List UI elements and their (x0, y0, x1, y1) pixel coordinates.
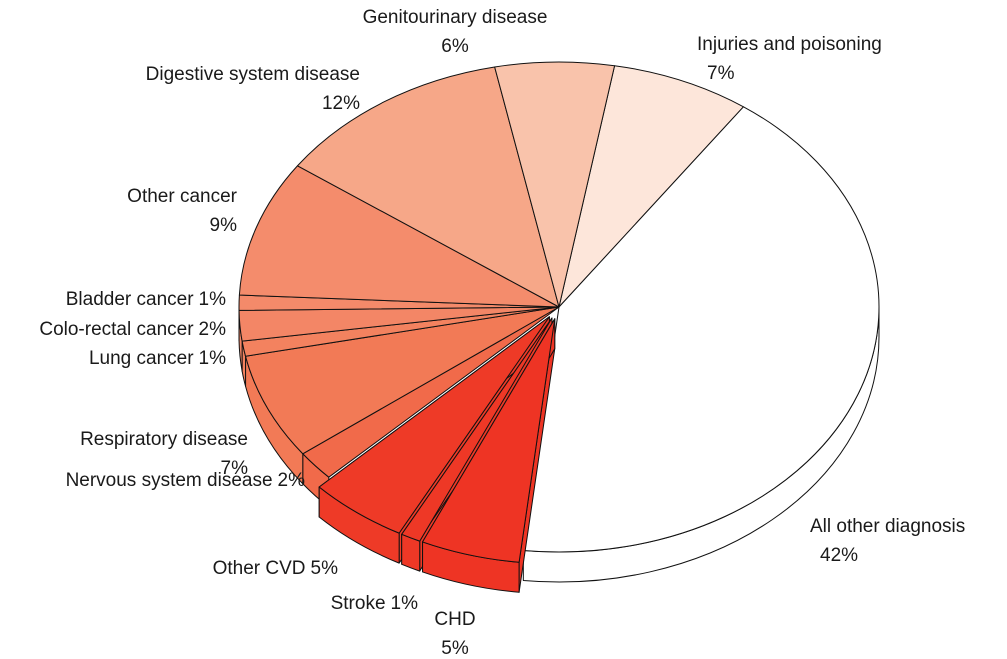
slice-label-group: Lung cancer 1% (89, 348, 226, 369)
value-label: 2% (199, 319, 227, 340)
slice (522, 106, 880, 553)
value-label: 5% (311, 558, 339, 579)
slice-label: Bladder cancer (66, 289, 194, 310)
slice-label: Nervous system disease (66, 470, 273, 491)
value-label: 2% (278, 470, 306, 491)
slice (318, 316, 550, 534)
slice-label: Other cancer (127, 186, 237, 207)
slice-label: Other CVD (213, 558, 306, 579)
slice-label: Genitourinary disease (363, 7, 548, 28)
value-label: 42% (820, 545, 858, 566)
value-label: 7% (221, 458, 249, 479)
value-label: 1% (199, 289, 227, 310)
slice-label-group: Nervous system disease 2% (66, 470, 306, 491)
value-label: 1% (199, 348, 227, 369)
value-label: 5% (441, 638, 469, 659)
slice-label: CHD (434, 609, 475, 630)
slice-label-group: Other CVD 5% (213, 558, 338, 579)
slice (401, 317, 553, 542)
value-label: 7% (707, 63, 735, 84)
slice (245, 306, 560, 455)
slice-label-group: Bladder cancer 1% (66, 289, 226, 310)
slice (297, 66, 560, 308)
slice-label: Injuries and poisoning (697, 34, 882, 55)
slice-label-group: Stroke 1% (331, 593, 418, 614)
slice-label: Lung cancer (89, 348, 194, 369)
slice (422, 318, 556, 563)
value-label: 1% (391, 593, 419, 614)
slice-label: Digestive system disease (146, 64, 360, 85)
slice (558, 65, 744, 308)
slice-label: All other diagnosis (810, 516, 965, 537)
slice (238, 165, 560, 308)
slice (494, 61, 616, 308)
value-label: 6% (441, 36, 469, 57)
slice-label: Respiratory disease (80, 429, 248, 450)
value-label: 9% (210, 215, 238, 236)
slice-label-group: Colo-rectal cancer 2% (39, 319, 226, 340)
slice-label: Colo-rectal cancer (39, 319, 194, 340)
slice-label: Stroke (331, 593, 386, 614)
value-label: 12% (322, 93, 360, 114)
